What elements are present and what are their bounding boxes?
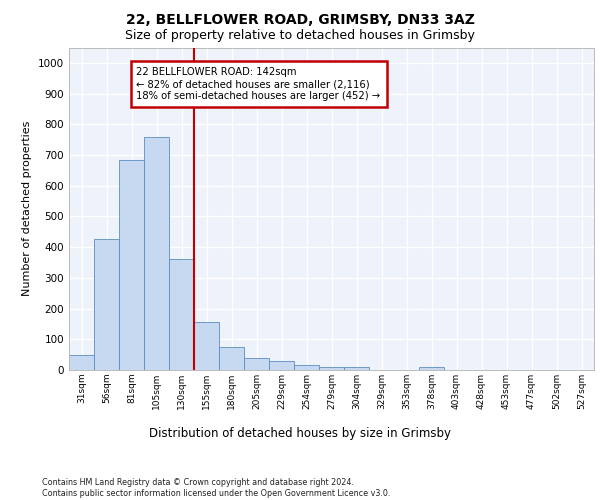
Bar xyxy=(119,160,144,370)
Bar xyxy=(69,354,94,370)
Y-axis label: Number of detached properties: Number of detached properties xyxy=(22,121,32,296)
Bar xyxy=(169,260,194,370)
Bar xyxy=(344,367,369,370)
Text: Size of property relative to detached houses in Grimsby: Size of property relative to detached ho… xyxy=(125,29,475,42)
Text: 22, BELLFLOWER ROAD, GRIMSBY, DN33 3AZ: 22, BELLFLOWER ROAD, GRIMSBY, DN33 3AZ xyxy=(125,12,475,26)
Bar xyxy=(294,366,319,370)
Text: Distribution of detached houses by size in Grimsby: Distribution of detached houses by size … xyxy=(149,428,451,440)
Bar xyxy=(94,240,119,370)
Text: Contains HM Land Registry data © Crown copyright and database right 2024.
Contai: Contains HM Land Registry data © Crown c… xyxy=(42,478,391,498)
Text: 22 BELLFLOWER ROAD: 142sqm
← 82% of detached houses are smaller (2,116)
18% of s: 22 BELLFLOWER ROAD: 142sqm ← 82% of deta… xyxy=(137,68,380,100)
Bar xyxy=(194,322,219,370)
Bar xyxy=(244,358,269,370)
Bar xyxy=(219,347,244,370)
Bar xyxy=(144,136,169,370)
Bar xyxy=(419,367,444,370)
Bar xyxy=(319,367,344,370)
Bar xyxy=(269,361,294,370)
